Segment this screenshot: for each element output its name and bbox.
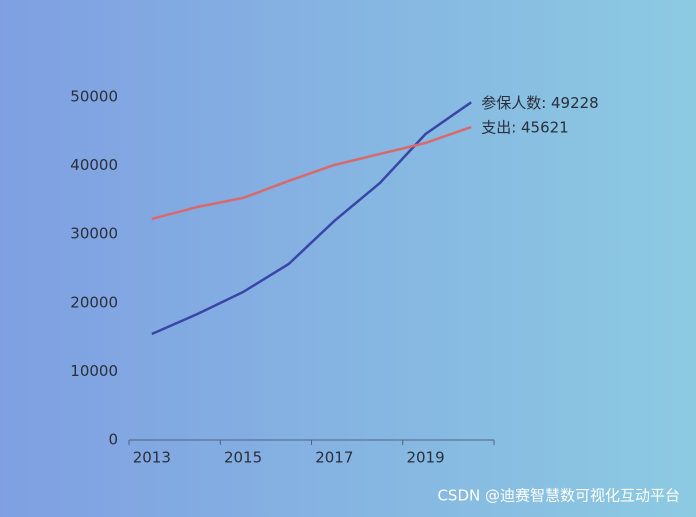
x-tick-label: 2019 — [406, 449, 444, 467]
y-tick-label: 50000 — [70, 88, 118, 106]
y-tick-label: 10000 — [70, 362, 118, 380]
y-tick-label: 20000 — [70, 293, 118, 311]
y-tick-label: 30000 — [70, 225, 118, 243]
value-label: 参保人数: 49228 — [481, 94, 599, 112]
series-line — [151, 125, 472, 221]
watermark: CSDN @迪赛智慧数可视化互动平台 — [437, 487, 680, 505]
x-tick-label: 2017 — [315, 449, 353, 467]
y-tick-label: 0 — [108, 431, 118, 449]
x-tick-label: 2015 — [224, 449, 262, 467]
series-line — [151, 101, 472, 336]
y-tick-label: 40000 — [70, 156, 118, 174]
x-tick-label: 2013 — [133, 449, 171, 467]
value-label: 支出: 45621 — [481, 119, 569, 137]
